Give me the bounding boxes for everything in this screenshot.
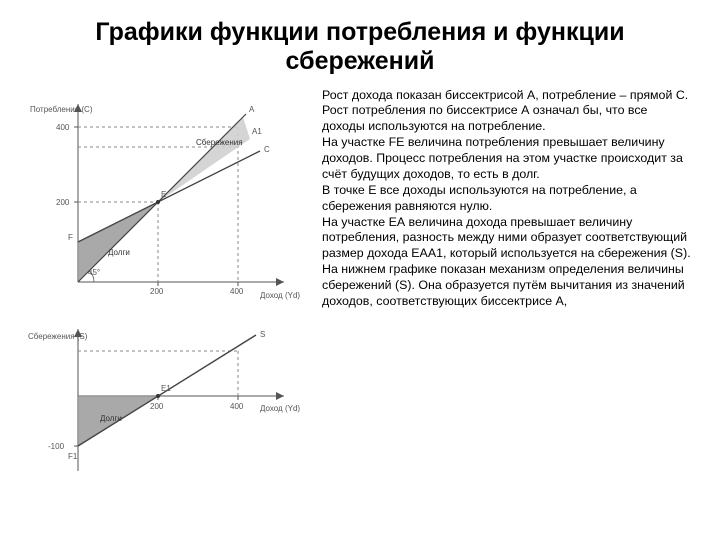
s-ytick-neg100: -100: [48, 442, 65, 451]
para-2: На участке FE величина потребления превы…: [322, 135, 692, 183]
c-label-A: А: [249, 105, 255, 114]
c-label-F: F: [68, 233, 73, 242]
slide: Графики функции потребления и функции сб…: [0, 0, 720, 540]
c-label-savings: Сбережения: [196, 138, 243, 147]
consumption-chart: Потребление (С) Доход (Yd) 200 400 200 4…: [28, 92, 308, 317]
para-4: На участке ЕА величина дохода превышает …: [322, 215, 692, 310]
c-xtick-400: 400: [230, 287, 244, 296]
para-1: Рост дохода показан биссектрисой А, потр…: [322, 88, 692, 136]
c-label-E: Е: [161, 190, 166, 199]
c-ytick-400: 400: [56, 123, 70, 132]
s-label-S: S: [260, 330, 265, 339]
s-xtick-400: 400: [230, 402, 244, 411]
c-label-debts: Долги: [108, 248, 130, 257]
c-xtick-200: 200: [150, 287, 164, 296]
slide-title: Графики функции потребления и функции сб…: [28, 18, 692, 76]
c-ylabel: Потребление (С): [30, 105, 93, 114]
c-xlabel: Доход (Yd): [260, 291, 300, 300]
c-label-A1: А1: [252, 127, 262, 136]
c-label-C: С: [264, 145, 270, 154]
s-label-debts: Долги: [100, 414, 122, 423]
chart-column: Потребление (С) Доход (Yd) 200 400 200 4…: [28, 88, 308, 511]
body-text: Рост дохода показан биссектрисой А, потр…: [322, 88, 692, 511]
c-label-45: 45°: [88, 268, 100, 277]
para-3: В точке Е все доходы используются на пот…: [322, 183, 692, 215]
s-label-F1: F1: [68, 452, 78, 461]
s-xtick-200: 200: [150, 402, 164, 411]
s-label-E1: Е1: [161, 384, 171, 393]
content-row: Потребление (С) Доход (Yd) 200 400 200 4…: [28, 88, 692, 511]
s-ylabel: Сбережения (S): [28, 332, 88, 341]
s-xlabel: Доход (Yd): [260, 404, 300, 413]
savings-chart: Сбережения (S) Доход (Yd) -100 200 400 S…: [28, 321, 308, 511]
c-ytick-200: 200: [56, 198, 70, 207]
